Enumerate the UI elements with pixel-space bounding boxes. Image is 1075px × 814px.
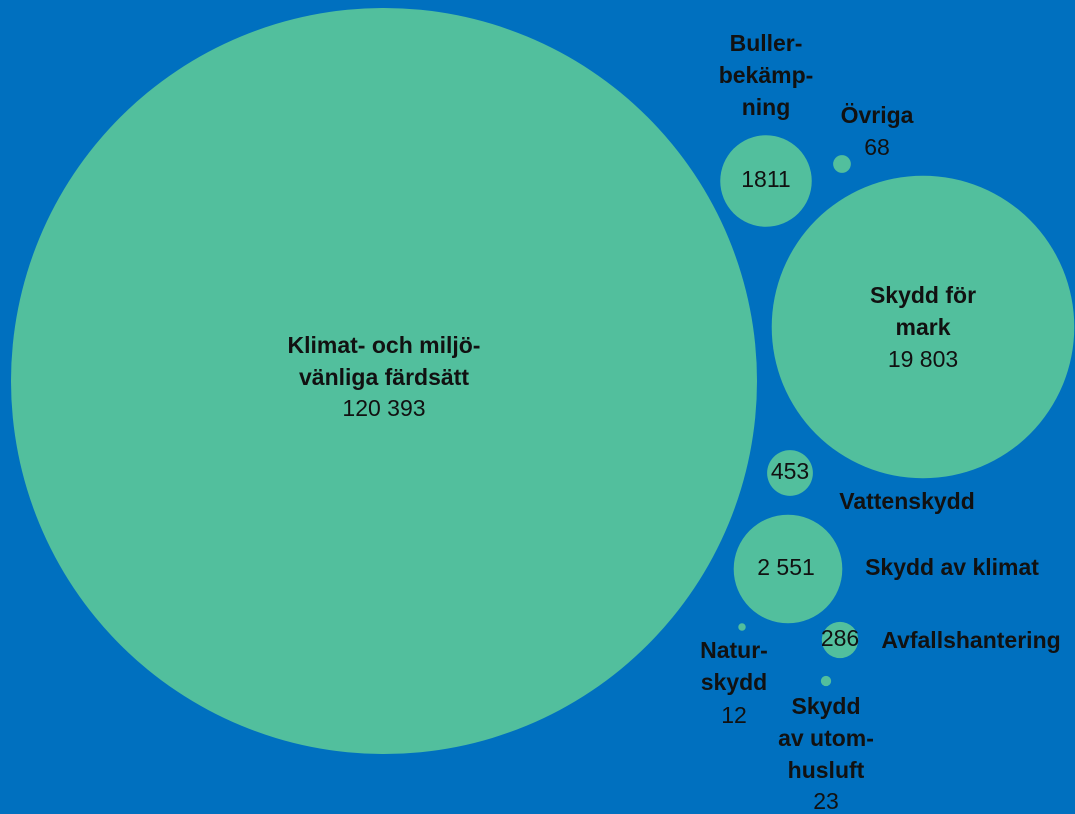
bubble-name: Klimat- och miljö-: [288, 332, 481, 358]
bubble: [738, 623, 746, 631]
bubble-name: Buller-: [730, 30, 803, 56]
value-label: 19 803: [888, 346, 958, 372]
bubble-name: av utom-: [778, 725, 874, 751]
bubble-name: mark: [896, 314, 951, 340]
bubble-name: Skydd för: [870, 282, 976, 308]
bubble: [720, 135, 812, 227]
bubble-name: Skydd: [791, 693, 860, 719]
value-label: 2 551: [757, 554, 815, 580]
bubble-name: vänliga färdsätt: [299, 364, 469, 390]
bubble: [767, 450, 813, 496]
bubble-name: ning: [742, 94, 791, 120]
value-label: 286: [821, 625, 859, 651]
bubble: [821, 621, 859, 659]
bubble: [833, 155, 851, 173]
bubble: [820, 675, 832, 687]
bubble-name: Övriga: [841, 102, 914, 128]
bubble-name: Avfallshantering: [881, 627, 1060, 653]
bubble-name: husluft: [788, 757, 865, 783]
bubble: [771, 175, 1075, 479]
bubble-name: bekämp-: [719, 62, 814, 88]
value-label: 12: [721, 702, 747, 728]
value-label: 453: [771, 458, 809, 484]
value-label: 23: [813, 788, 839, 814]
bubble-name: Natur-: [700, 637, 768, 663]
bubble: [733, 514, 843, 624]
bubble-name: skydd: [701, 669, 767, 695]
bubble: [10, 7, 758, 755]
value-label: 120 393: [342, 395, 425, 421]
value-label: 68: [864, 134, 890, 160]
bubble-name: Skydd av klimat: [865, 554, 1039, 580]
value-label: 1811: [741, 166, 790, 192]
bubble-name: Vattenskydd: [839, 488, 975, 514]
